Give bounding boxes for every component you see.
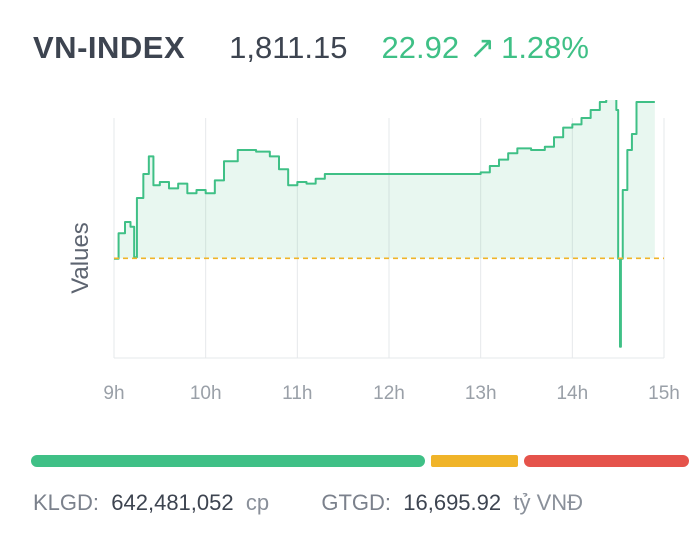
- x-tick-label: 11h: [282, 383, 312, 404]
- area-fill: [114, 100, 655, 347]
- index-title: VN-INDEX: [33, 30, 186, 65]
- trading-summary: KLGD: 642,481,052 cp GTGD: 16,695.92 tỷ …: [33, 490, 680, 516]
- index-percent-change: 1.28%: [501, 30, 589, 65]
- volume-label: KLGD:: [33, 490, 100, 515]
- volume-value: 642,481,052: [111, 490, 234, 515]
- index-price: 1,811.15: [229, 30, 348, 65]
- y-axis-label: Values: [67, 222, 94, 294]
- price-line: [114, 100, 655, 348]
- volume-unit: cp: [245, 490, 270, 515]
- x-tick-label: 9h: [103, 383, 124, 404]
- value-label: GTGD:: [321, 490, 392, 515]
- x-tick-label: 12h: [373, 383, 405, 404]
- x-tick-label: 13h: [465, 383, 497, 404]
- intraday-chart: 9h 10h 11h 12h 13h 14h 15h Values: [67, 100, 680, 404]
- x-tick-label: 14h: [556, 383, 588, 404]
- x-tick-label: 15h: [648, 383, 680, 404]
- x-tick-label: 10h: [190, 383, 222, 404]
- breadth-bar-unchanged: [431, 455, 519, 467]
- value-unit: tỷ VNĐ: [513, 490, 584, 515]
- index-header: VN-INDEX 1,811.15 22.92 ↗ 1.28%: [33, 24, 680, 72]
- arrow-up-right-icon: ↗: [469, 30, 496, 65]
- value-amount: 16,695.92: [403, 490, 502, 515]
- breadth-bar-declining: [524, 455, 689, 467]
- breadth-bar-advancing: [31, 455, 426, 467]
- index-change: 22.92: [381, 30, 460, 65]
